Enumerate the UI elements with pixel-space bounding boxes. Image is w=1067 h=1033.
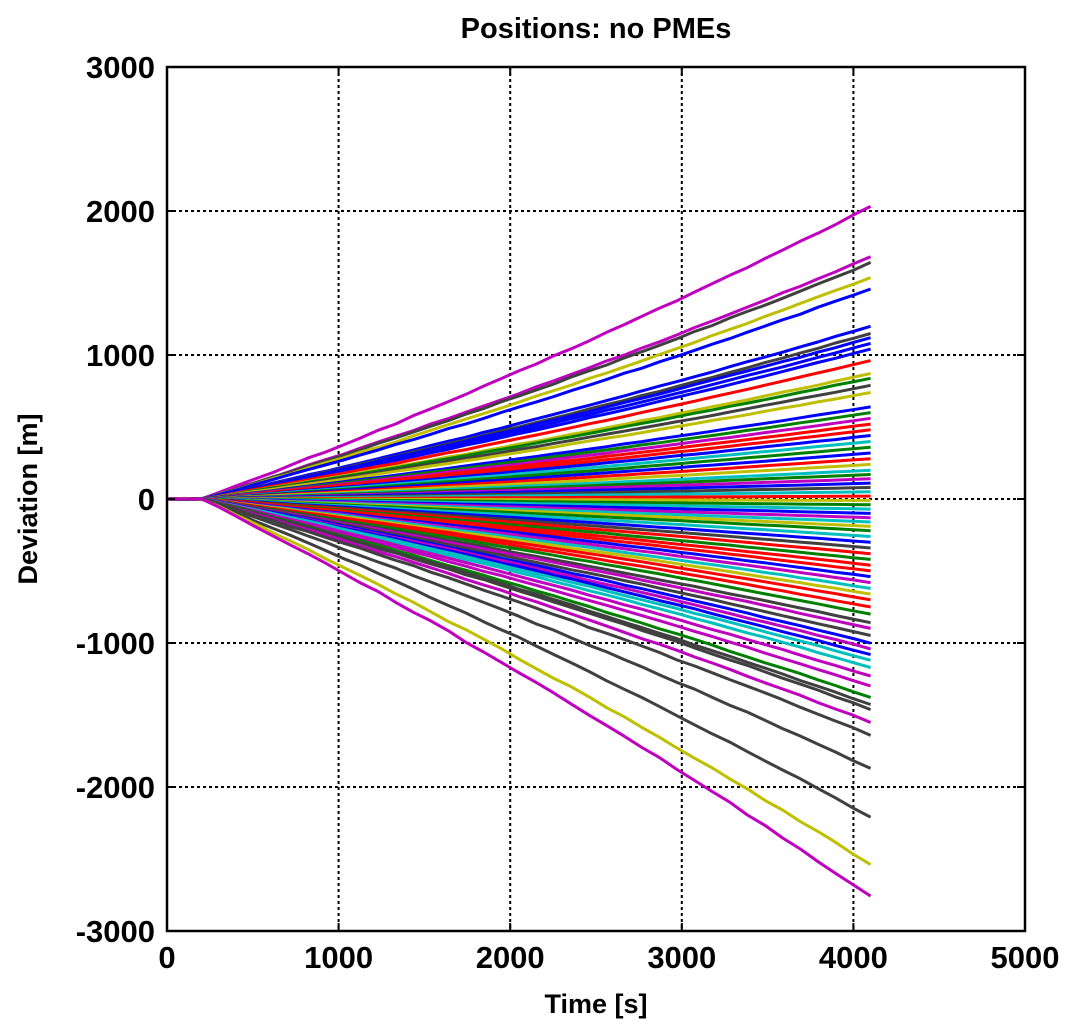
- series-line: [166, 391, 871, 501]
- y-tick-label: -1000: [76, 626, 155, 661]
- y-axis-label: Deviation [m]: [13, 413, 43, 584]
- series-line: [166, 497, 872, 770]
- y-tick-label: 3000: [86, 50, 155, 85]
- x-tick-label: 1000: [304, 940, 373, 975]
- x-tick-label: 2000: [476, 940, 545, 975]
- series-line: [166, 497, 872, 898]
- x-tick-label: 5000: [991, 940, 1060, 975]
- y-tick-label: -2000: [76, 770, 155, 805]
- x-tick-label: 3000: [647, 940, 716, 975]
- y-tick-label: 0: [138, 482, 155, 517]
- y-tick-label: 2000: [86, 194, 155, 229]
- series-layer: [166, 205, 872, 898]
- series-line: [166, 287, 872, 501]
- series-line: [166, 496, 872, 819]
- x-tick-label: 4000: [819, 940, 888, 975]
- y-tick-label: -3000: [76, 914, 155, 949]
- series-line: [166, 497, 872, 737]
- y-axis: -3000 -2000 -1000 0 1000 2000 3000: [76, 50, 1025, 949]
- x-axis-label: Time [s]: [544, 989, 647, 1019]
- y-tick-label: 1000: [86, 338, 155, 373]
- series-line: [167, 205, 872, 501]
- x-axis: 0 1000 2000 3000 4000 5000: [158, 67, 1059, 975]
- series-line: [166, 261, 872, 501]
- series-line: [166, 497, 872, 866]
- chart-title: Positions: no PMEs: [461, 13, 732, 45]
- x-tick-label: 0: [158, 940, 175, 975]
